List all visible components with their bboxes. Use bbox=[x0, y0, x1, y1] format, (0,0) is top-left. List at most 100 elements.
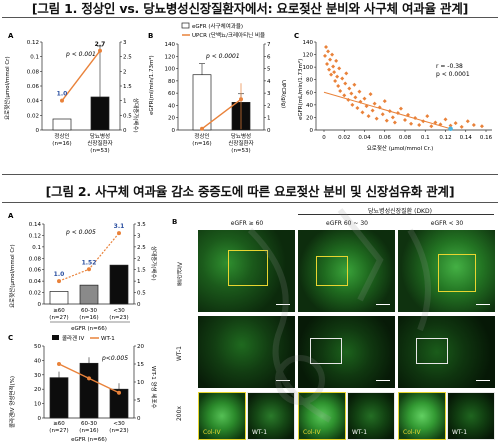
stat-r: r = -0.38 bbox=[436, 63, 463, 70]
tick-label: 0.12 bbox=[27, 40, 39, 46]
tick-label: 50 bbox=[34, 344, 41, 350]
tick-label: 0.14 bbox=[460, 135, 473, 141]
data-point bbox=[335, 74, 340, 79]
tick-label: 0.04 bbox=[27, 99, 40, 105]
trend-line-path bbox=[323, 91, 451, 130]
scale-bar bbox=[476, 380, 490, 381]
tick-label: 60 bbox=[168, 91, 175, 97]
panel-label: B bbox=[148, 32, 153, 40]
category-label: 정상인 bbox=[194, 132, 209, 140]
inset-colIV-egfr60: Col-IV bbox=[198, 392, 246, 440]
data-point bbox=[433, 120, 438, 125]
tick-label: 100 bbox=[303, 65, 314, 71]
legend-item: WT-1 bbox=[101, 336, 115, 342]
fig1-panelC: C eGFR(mL/min/1.73m²) 0 20 40 60 80 100 120 140… bbox=[294, 32, 493, 152]
y-axis-label: 콜라겐IV 양성면적(%) bbox=[8, 376, 16, 428]
tick-label: 0 bbox=[310, 128, 314, 134]
data-point bbox=[117, 231, 121, 236]
tick-label: 1.5 bbox=[137, 268, 146, 274]
fig2-panelA: A 요로젖산(μmol/mmol Cr) 상대증가(배수) 00.020.040… bbox=[8, 212, 158, 332]
tick-label: 20 bbox=[168, 116, 175, 122]
tick-label: 1 bbox=[267, 116, 271, 122]
tick-label: 140 bbox=[303, 40, 314, 46]
tick-label: 0.08 bbox=[29, 256, 42, 262]
p-value: p<0.005 bbox=[101, 355, 128, 362]
category-label: ≥60 bbox=[53, 308, 65, 314]
inset-wt1-egfr60: WT-1 bbox=[247, 392, 295, 440]
tick-label: 0 bbox=[267, 128, 271, 134]
data-point bbox=[366, 114, 371, 119]
tick-label: 7 bbox=[267, 42, 271, 48]
tick-label: 0 bbox=[137, 302, 141, 308]
data-point bbox=[374, 116, 379, 121]
data-point bbox=[425, 114, 430, 119]
row-label: WT-1 bbox=[176, 346, 183, 362]
micrograph-wt1-egfr60-30 bbox=[298, 316, 395, 388]
bar bbox=[109, 264, 129, 305]
data-point bbox=[443, 117, 448, 122]
tick-label: 0.08 bbox=[27, 69, 40, 75]
category-label: 정상인 bbox=[54, 132, 69, 140]
fig1-panelA: A 요로젖산(μmol/mmol Cr) 상대증가(배수) 00.020.040… bbox=[3, 32, 140, 154]
panel-label: A bbox=[8, 212, 14, 220]
tick-label: 2.5 bbox=[123, 55, 132, 61]
data-point bbox=[355, 106, 360, 110]
panel-label: A bbox=[8, 32, 14, 40]
tick-label: 80 bbox=[306, 78, 313, 84]
data-point bbox=[453, 121, 458, 126]
tick-label: 40 bbox=[306, 103, 313, 109]
tick-label: 10 bbox=[34, 402, 41, 408]
column-header: eGFR 60 ~ 30 bbox=[326, 220, 368, 227]
tick-label: 0.06 bbox=[27, 84, 40, 90]
n-label: (n=53) bbox=[90, 148, 109, 154]
inset-label: Col-IV bbox=[403, 429, 421, 436]
data-point bbox=[57, 362, 61, 366]
divider bbox=[2, 202, 498, 203]
row-label: 콜라겐IV bbox=[177, 262, 184, 286]
series-line bbox=[200, 83, 243, 131]
series-line bbox=[57, 362, 121, 395]
data-point bbox=[392, 120, 397, 125]
divider bbox=[2, 17, 498, 18]
y2-ticks: 0 0.5 1 1.5 2 2.5 3 3.5 bbox=[134, 222, 146, 308]
inset-colIV-egfr30: Col-IV bbox=[398, 392, 446, 440]
panel-label: C bbox=[294, 32, 299, 40]
figure1-title: [그림 1. 정상인 vs. 당뇨병성신장질환자에서: 요로젖산 분비와 사구체… bbox=[31, 1, 469, 16]
fig2-panelB: B 당뇨병성신장질환 (DKD) eGFR ≥ 60 eGFR 60 ~ 30 … bbox=[170, 206, 500, 444]
data-point bbox=[362, 96, 367, 101]
bars bbox=[192, 63, 251, 131]
tick-label: 0.5 bbox=[137, 291, 146, 297]
data-point bbox=[390, 115, 395, 120]
data-point bbox=[357, 89, 362, 94]
data-label: 1.0 bbox=[57, 91, 68, 98]
data-point bbox=[352, 82, 357, 87]
scale-bar bbox=[376, 380, 390, 381]
zoom-box bbox=[228, 250, 268, 286]
group-label: eGFR (n=66) bbox=[71, 437, 107, 443]
tick-label: 0.08 bbox=[399, 135, 412, 141]
n-label: (n=23) bbox=[109, 428, 128, 434]
tick-label: 120 bbox=[165, 54, 176, 60]
data-point bbox=[327, 67, 332, 72]
scale-bar bbox=[276, 304, 290, 305]
tick-label: 0 bbox=[137, 416, 141, 422]
data-point bbox=[87, 267, 91, 272]
data-label: 1.52 bbox=[82, 259, 97, 266]
bars bbox=[49, 264, 129, 305]
category-label: 당뇨병성 bbox=[231, 132, 251, 140]
bar bbox=[52, 118, 72, 131]
data-point bbox=[330, 52, 335, 57]
series-line: 1.0 1.52 3.1 bbox=[54, 223, 124, 284]
data-point bbox=[479, 124, 484, 129]
y-axis-label: 요로젖산(μmol/mmol Cr) bbox=[8, 244, 16, 308]
tick-label: 15 bbox=[137, 362, 144, 368]
tick-label: 120 bbox=[303, 53, 314, 59]
n-label: (n=27) bbox=[49, 315, 68, 321]
data-point bbox=[333, 78, 338, 83]
data-point bbox=[340, 76, 345, 81]
micrograph-wt1-egfr30 bbox=[398, 316, 495, 388]
tick-label: 0.12 bbox=[439, 135, 451, 141]
n-label: (n=23) bbox=[109, 315, 128, 321]
tick-label: 4 bbox=[267, 79, 271, 85]
tick-label: 0.12 bbox=[29, 233, 41, 239]
